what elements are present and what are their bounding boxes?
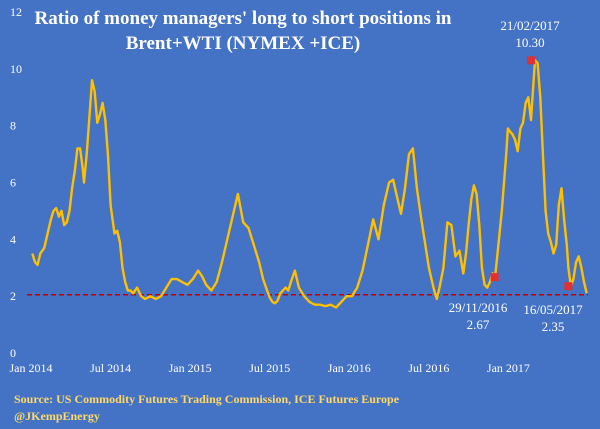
x-axis-ticks: Jan 2014 Jul 2014 Jan 2015 Jul 2015 Jan 2016… — [10, 361, 530, 375]
annotation-peak-value: 10.30 — [515, 35, 544, 50]
y-tick-label: 0 — [10, 346, 16, 360]
highlight-markers — [490, 56, 573, 291]
y-tick-label: 2 — [10, 289, 16, 303]
y-axis-ticks: 0 2 4 6 8 10 12 — [10, 5, 22, 360]
highlight-marker — [564, 282, 573, 291]
chart-title-line-1: Ratio of money managers' long to short p… — [35, 8, 452, 29]
y-tick-label: 8 — [10, 119, 16, 133]
x-tick-label: Jan 2016 — [328, 361, 371, 375]
y-tick-label: 10 — [10, 62, 22, 76]
annotation-peak-date: 21/02/2017 — [500, 18, 560, 33]
author-handle: @JKempEnergy — [14, 409, 100, 423]
annotation-may-value: 2.35 — [542, 319, 565, 334]
y-tick-label: 6 — [10, 176, 16, 190]
annotation-nov-date: 29/11/2016 — [449, 300, 508, 315]
x-tick-label: Jul 2015 — [249, 361, 290, 375]
series-line — [31, 59, 588, 309]
annotation-nov-value: 2.67 — [467, 317, 490, 332]
chart-title-line-2: Brent+WTI (NYMEX +ICE) — [126, 33, 361, 54]
x-tick-label: Jan 2015 — [169, 361, 212, 375]
y-tick-label: 4 — [10, 232, 16, 246]
x-tick-label: Jan 2017 — [487, 361, 530, 375]
x-tick-label: Jul 2014 — [90, 361, 131, 375]
annotation-may-date: 16/05/2017 — [523, 302, 583, 317]
y-tick-label: 12 — [10, 5, 22, 19]
x-tick-label: Jan 2014 — [10, 361, 53, 375]
highlight-marker — [526, 56, 535, 65]
source-note: Source: US Commodity Futures Trading Com… — [14, 392, 400, 406]
highlight-marker — [490, 273, 499, 282]
x-tick-label: Jul 2016 — [408, 361, 449, 375]
